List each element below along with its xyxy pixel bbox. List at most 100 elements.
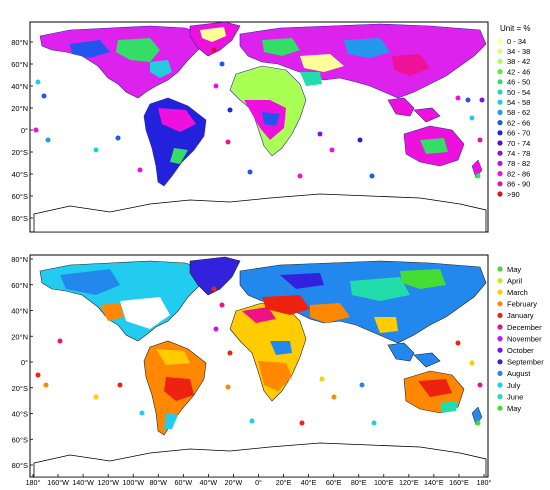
legend-swatch [497,301,503,307]
longitude-label: 100°W [122,478,144,487]
longitude-label: 100°E [374,478,394,487]
legend-label: March [507,288,528,297]
legend-label: 0 - 34 [507,37,526,46]
legend-label: May [507,404,521,413]
legend-swatch [497,347,503,353]
legend-label: August [507,369,531,378]
longitude-label: 20°W [225,478,243,487]
legend-swatch [497,89,503,95]
legend-swatch [497,150,503,156]
legend-swatch [497,160,503,166]
southeast-asia [387,97,441,123]
latitude-labels: 80°N 60°N 40°N 20°N 0° 20°S 40°S 60°S 80°S [11,38,33,223]
longitude-label: 140°E [424,478,444,487]
latitude-label: 60°S [12,192,28,201]
longitude-label: 160°E [449,478,469,487]
longitude-label: 40°W [200,478,218,487]
legend-label: January [507,311,534,320]
legend-label: 58 - 62 [507,108,530,117]
legend-swatch [497,266,503,272]
longitude-labels: 180° 160°W 140°W 120°W 100°W 80°W 60°W 40°W 20°W… [26,474,492,487]
legend-swatch [497,38,503,44]
latitude-label: 20°N [11,104,28,113]
legend-swatch [497,359,503,365]
longitude-label: 80°W [149,478,167,487]
legend-swatch [497,181,503,187]
latitude-label: 80°N [11,38,28,47]
latitude-label: 80°N [11,255,28,264]
legend-swatch [497,394,503,400]
legend-label: May [507,265,521,274]
longitude-label: 160°W [47,478,69,487]
legend-label: September [507,358,544,367]
legend-label: October [507,346,534,355]
latitude-label: 60°N [11,60,28,69]
legend-label: November [507,334,542,343]
peak-month-map: 80°N60°N40°N20°N0°20°S40°S60°S80°S 180° 1… [11,254,544,487]
legend-label: 46 - 50 [507,78,530,87]
longitude-label: 180° [477,478,492,487]
legend-swatch [497,382,503,388]
legend-label: July [507,381,521,390]
longitude-label: 80°E [351,478,367,487]
legend-label: 34 - 38 [507,47,530,56]
longitude-label: 180° [26,478,41,487]
land-masses [33,256,487,477]
legend-label: 66 - 70 [507,129,530,138]
greenland [189,256,241,296]
legend-label: 78 - 82 [507,159,530,168]
legend-swatch [497,79,503,85]
latitude-label: 80°S [12,461,28,470]
legend-swatch [497,130,503,136]
latitude-label: 40°S [12,170,28,179]
legend-swatch [497,120,503,126]
legend-swatch [497,58,503,64]
latitude-label: 60°S [12,435,28,444]
legend-label: December [507,323,542,332]
latitude-label: 60°N [11,281,28,290]
legend-swatch [497,278,503,284]
legend-label: 42 - 46 [507,67,530,76]
legend-label: 38 - 42 [507,57,530,66]
longitude-label: 20°E [276,478,292,487]
latitude-label: 20°N [11,332,28,341]
legend-swatch [497,324,503,330]
legend-swatch [497,370,503,376]
legend-label: 54 - 58 [507,98,530,107]
latitude-label: 20°S [12,384,28,393]
longitude-label: 40°E [301,478,317,487]
southeast-asia [387,342,441,368]
legend-label: 86 - 90 [507,180,530,189]
ocean-stations [35,286,483,426]
legend-label: June [507,392,523,401]
legend-label: 62 - 66 [507,118,530,127]
legend-label: February [507,300,537,309]
eurasia [239,23,487,99]
legend-swatch [497,109,503,115]
antarctica [33,193,487,232]
legend-label: 82 - 86 [507,169,530,178]
legend-label: 50 - 54 [507,88,530,97]
longitude-label: 120°W [97,478,119,487]
humidity-map-panel: 80°N 60°N 40°N 20°N 0° 20°S 40°S 60°S 80°S Unit … [0,0,550,240]
legend-swatch [497,48,503,54]
legend-label: 70 - 74 [507,139,530,148]
peak-month-map-panel: 80°N 60°N 40°N 20°N 0° 20°S 40°S 60°S 80°S 180° 1… [0,245,550,490]
latitude-label: 40°N [11,82,28,91]
legend-label: 74 - 78 [507,149,530,158]
legend-label: >90 [507,190,520,199]
legend-swatch [497,405,503,411]
antarctica [33,442,487,477]
latitude-label: 40°N [11,307,28,316]
ocean-stations [33,47,485,179]
legend-swatch [497,99,503,105]
latitude-label: 0° [21,358,28,367]
legend-swatch [497,312,503,318]
legend-swatch [497,191,503,197]
longitude-label: 140°W [72,478,94,487]
month-legend: May April March February January December Nove… [497,265,544,413]
latitude-labels: 80°N 60°N 40°N 20°N 0° 20°S 40°S 60°S 80°S [11,255,33,470]
legend-swatch [497,140,503,146]
legend-title: Unit = % [500,24,530,33]
